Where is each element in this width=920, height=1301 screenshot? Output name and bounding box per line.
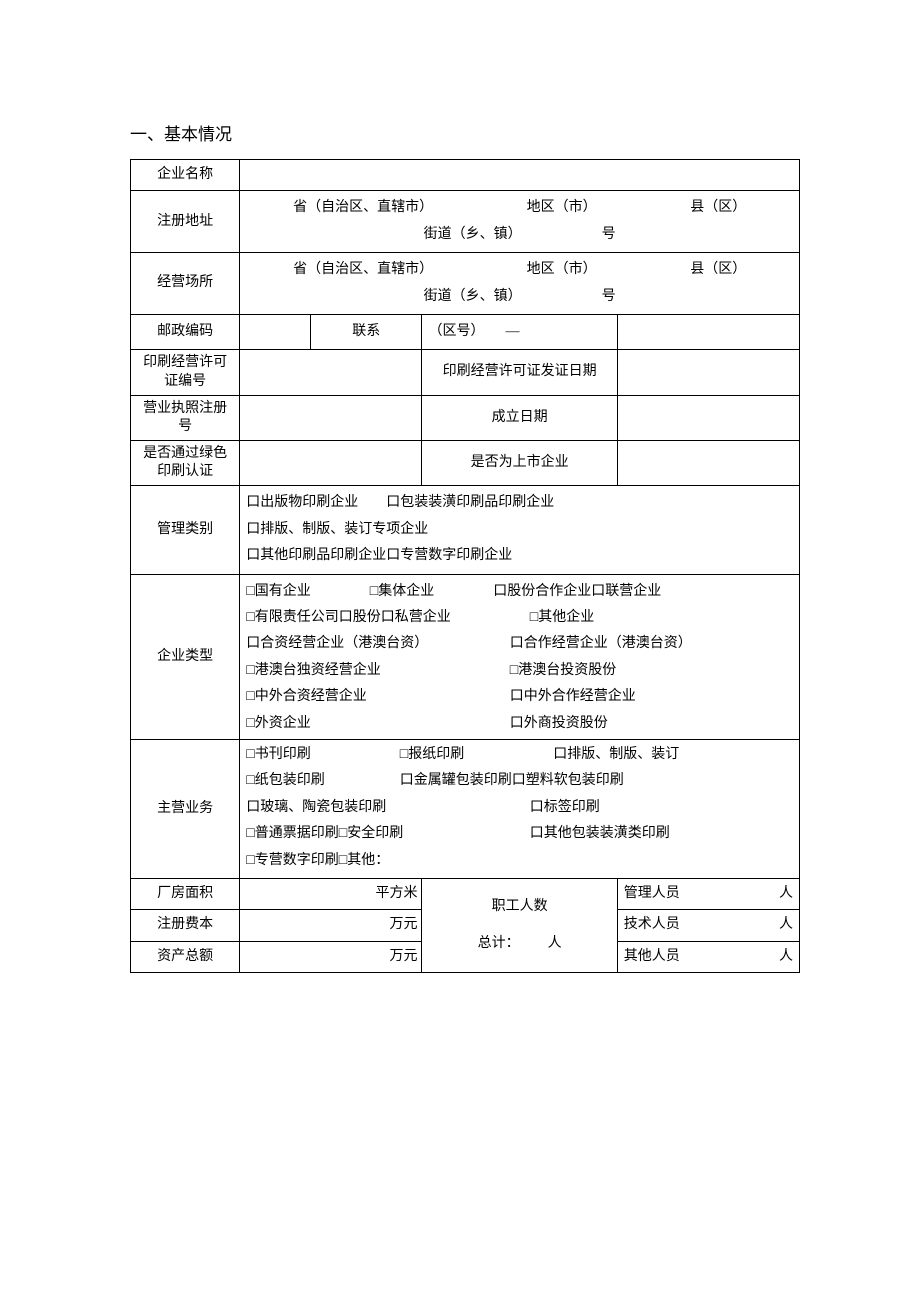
label-mgmt-cat: 管理类别 [131,486,240,574]
field-postal[interactable] [240,314,311,349]
opt[interactable]: □书刊印刷 [246,744,396,766]
opt[interactable]: 口股份合作企业口联营企业 [493,584,661,599]
field-reg-capital[interactable]: 万元 [240,910,422,941]
opt[interactable]: □有限责任公司口股份口私营企业 [246,607,526,629]
label-main-biz: 主营业务 [131,739,240,878]
field-green-cert[interactable] [240,441,422,486]
opt[interactable]: 口合资经营企业（港澳台资） [246,633,506,655]
text-tech: 技术人员 [624,914,680,936]
opt[interactable]: □中外合资经营企业 [246,686,506,708]
opt[interactable]: 口排版、制版、装订专项企业 [246,522,428,537]
opt[interactable]: □港澳台独资经营企业 [246,660,506,682]
field-license-date[interactable] [617,350,799,395]
text-number2: 号 [602,286,616,308]
field-contact-rest[interactable] [617,314,799,349]
field-total-assets[interactable]: 万元 [240,941,422,972]
label-company-name: 企业名称 [131,160,240,191]
label-staff: 职工人数 总计： 人 [422,878,617,972]
field-license-no[interactable] [240,350,422,395]
text-other: 其他人员 [624,946,680,968]
label-green-cert: 是否通过绿色印刷认证 [131,441,240,486]
text-province2: 省（自治区、直辖市） [293,259,433,281]
opt[interactable]: □报纸印刷 [400,744,550,766]
text-mgr: 管理人员 [624,883,680,905]
field-bizlic-no[interactable] [240,395,422,440]
text-province: 省（自治区、直辖市） [293,197,433,219]
opt[interactable]: □普通票据印刷□安全印刷 [246,823,526,845]
label-biz-addr: 经营场所 [131,253,240,315]
opt[interactable]: □港澳台投资股份 [510,663,616,678]
label-listed: 是否为上市企业 [422,441,617,486]
field-listed[interactable] [617,441,799,486]
text-county: 县（区） [690,197,746,219]
unit-wy2: 万元 [389,949,417,964]
opt[interactable]: 口包装装潢印刷品印刷企业 [386,495,554,510]
label-bizlic-no: 营业执照注册号 [131,395,240,440]
opt[interactable]: □外资企业 [246,713,506,735]
unit-person2: 人 [779,914,793,936]
opt[interactable]: 口玻璃、陶瓷包装印刷 [246,797,526,819]
text-region2: 地区（市） [527,259,597,281]
label-total-assets: 资产总额 [131,941,240,972]
label-plant-area: 厂房面积 [131,878,240,909]
unit-person3: 人 [779,946,793,968]
text-areacode: （区号） [428,324,484,339]
field-reg-addr[interactable]: 省（自治区、直辖市） 地区（市） 县（区） 街道（乡、镇） 号 [240,191,800,253]
text-total-unit: 人 [548,936,562,951]
text-street2: 街道（乡、镇） [424,286,522,308]
label-establish-date: 成立日期 [422,395,617,440]
field-main-biz[interactable]: □书刊印刷 □报纸印刷 口排版、制版、装订 □纸包装印刷 口金属罐包装印刷口塑料… [240,739,800,878]
field-contact[interactable]: （区号） — [422,314,617,349]
unit-person1: 人 [779,883,793,905]
opt[interactable]: □纸包装印刷 [246,770,396,792]
opt[interactable]: 口合作经营企业（港澳台资） [510,636,692,651]
opt[interactable]: 口其他印刷品印刷企业口专营数字印刷企业 [246,548,512,563]
field-company-name[interactable] [240,160,800,191]
unit-wy1: 万元 [389,917,417,932]
opt[interactable]: 口出版物印刷企业 [246,495,358,510]
text-region: 地区（市） [527,197,597,219]
text-county2: 县（区） [690,259,746,281]
field-mgr[interactable]: 管理人员 人 [617,878,799,909]
basic-info-table: 企业名称 注册地址 省（自治区、直辖市） 地区（市） 县（区） 街道（乡、镇） … [130,159,800,973]
opt[interactable]: 口标签印刷 [530,800,600,815]
opt[interactable]: 口外商投资股份 [510,716,608,731]
field-establish-date[interactable] [617,395,799,440]
opt[interactable]: □专营数字印刷□其他： [246,853,389,868]
field-plant-area[interactable]: 平方米 [240,878,422,909]
field-ent-type[interactable]: □国有企业 □集体企业 口股份合作企业口联营企业 □有限责任公司口股份口私营企业… [240,574,800,739]
opt[interactable]: □集体企业 [370,581,490,603]
opt[interactable]: 口金属罐包装印刷口塑料软包装印刷 [400,773,624,788]
text-dash: — [505,324,519,339]
label-license-no: 印刷经营许可证编号 [131,350,240,395]
label-postal: 邮政编码 [131,314,240,349]
text-total-lbl: 总计： [478,936,520,951]
label-reg-capital: 注册费本 [131,910,240,941]
opt[interactable]: 口排版、制版、装订 [553,747,679,762]
text-staff: 职工人数 [428,896,610,918]
field-biz-addr[interactable]: 省（自治区、直辖市） 地区（市） 县（区） 街道（乡、镇） 号 [240,253,800,315]
opt[interactable]: □其他企业 [530,610,594,625]
label-contact: 联系 [311,314,422,349]
unit-sqm: 平方米 [375,886,417,901]
section-title: 一、基本情况 [130,120,800,145]
label-ent-type: 企业类型 [131,574,240,739]
field-tech[interactable]: 技术人员 人 [617,910,799,941]
opt[interactable]: 口中外合作经营企业 [510,689,636,704]
opt[interactable]: □国有企业 [246,581,366,603]
label-reg-addr: 注册地址 [131,191,240,253]
text-number: 号 [602,224,616,246]
field-other[interactable]: 其他人员 人 [617,941,799,972]
text-street: 街道（乡、镇） [424,224,522,246]
field-mgmt-cat[interactable]: 口出版物印刷企业 口包装装潢印刷品印刷企业 口排版、制版、装订专项企业 口其他印… [240,486,800,574]
label-license-date: 印刷经营许可证发证日期 [422,350,617,395]
opt[interactable]: 口其他包装装潢类印刷 [530,826,670,841]
